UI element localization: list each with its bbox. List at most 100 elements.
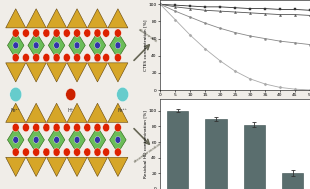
Polygon shape <box>67 103 87 122</box>
Circle shape <box>33 136 39 143</box>
Polygon shape <box>67 9 87 28</box>
Circle shape <box>13 136 19 143</box>
Circle shape <box>117 87 129 102</box>
Circle shape <box>43 123 50 132</box>
Circle shape <box>115 42 121 49</box>
Text: abatement: abatement <box>137 27 158 43</box>
Circle shape <box>84 29 91 37</box>
Circle shape <box>94 53 101 62</box>
Circle shape <box>33 148 40 156</box>
Polygon shape <box>67 157 87 177</box>
Polygon shape <box>87 103 108 122</box>
Polygon shape <box>28 32 44 59</box>
Bar <box>282 173 303 189</box>
Polygon shape <box>26 157 46 177</box>
Circle shape <box>74 136 80 143</box>
Polygon shape <box>6 103 26 122</box>
Text: decontamination: decontamination <box>133 142 162 164</box>
X-axis label: Time (h): Time (h) <box>224 99 246 104</box>
Circle shape <box>115 136 121 143</box>
Polygon shape <box>48 32 65 59</box>
Circle shape <box>114 123 121 132</box>
Circle shape <box>33 42 39 49</box>
Polygon shape <box>46 157 67 177</box>
Circle shape <box>12 53 19 62</box>
Polygon shape <box>26 9 46 28</box>
Circle shape <box>84 123 91 132</box>
Circle shape <box>10 87 22 102</box>
Circle shape <box>114 53 121 62</box>
Circle shape <box>12 148 19 156</box>
Polygon shape <box>6 157 26 177</box>
Circle shape <box>114 148 121 156</box>
Circle shape <box>63 29 70 37</box>
Circle shape <box>74 42 80 49</box>
Text: H⁺: H⁺ <box>68 108 74 113</box>
Text: Fe²⁺: Fe²⁺ <box>11 108 21 113</box>
Polygon shape <box>87 157 108 177</box>
Circle shape <box>103 123 109 132</box>
Circle shape <box>54 136 60 143</box>
Circle shape <box>54 42 60 49</box>
Polygon shape <box>28 127 44 153</box>
Polygon shape <box>7 127 24 153</box>
Circle shape <box>53 123 60 132</box>
Polygon shape <box>108 103 128 122</box>
Circle shape <box>23 29 29 37</box>
Circle shape <box>63 148 70 156</box>
Polygon shape <box>89 127 106 153</box>
Circle shape <box>73 123 81 132</box>
Circle shape <box>94 148 101 156</box>
Circle shape <box>103 29 109 37</box>
Y-axis label: Residual HD contamination [%]: Residual HD contamination [%] <box>143 110 147 178</box>
Circle shape <box>23 53 29 62</box>
Bar <box>167 111 188 189</box>
Circle shape <box>12 29 19 37</box>
Polygon shape <box>46 63 67 82</box>
Bar <box>244 125 265 189</box>
Circle shape <box>94 29 101 37</box>
Circle shape <box>23 148 29 156</box>
Polygon shape <box>110 127 126 153</box>
Circle shape <box>12 123 19 132</box>
Circle shape <box>94 123 101 132</box>
Circle shape <box>73 29 81 37</box>
Circle shape <box>103 53 109 62</box>
Polygon shape <box>110 32 126 59</box>
Y-axis label: CTES concentration [%]: CTES concentration [%] <box>143 19 147 71</box>
Circle shape <box>103 148 109 156</box>
Polygon shape <box>48 127 65 153</box>
Bar <box>206 119 227 189</box>
Polygon shape <box>26 63 46 82</box>
Polygon shape <box>108 157 128 177</box>
Circle shape <box>13 42 19 49</box>
Circle shape <box>53 29 60 37</box>
Circle shape <box>63 53 70 62</box>
Circle shape <box>43 29 50 37</box>
Circle shape <box>84 148 91 156</box>
Circle shape <box>95 42 100 49</box>
Polygon shape <box>46 9 67 28</box>
Circle shape <box>53 53 60 62</box>
Circle shape <box>73 148 81 156</box>
Circle shape <box>33 123 40 132</box>
Polygon shape <box>46 103 67 122</box>
Circle shape <box>95 136 100 143</box>
Circle shape <box>43 53 50 62</box>
Circle shape <box>33 29 40 37</box>
Circle shape <box>33 53 40 62</box>
Polygon shape <box>87 63 108 82</box>
Polygon shape <box>69 32 85 59</box>
Polygon shape <box>6 9 26 28</box>
Polygon shape <box>108 63 128 82</box>
Circle shape <box>23 123 29 132</box>
Polygon shape <box>26 103 46 122</box>
Polygon shape <box>67 63 87 82</box>
Circle shape <box>66 88 76 101</box>
Polygon shape <box>69 127 85 153</box>
Polygon shape <box>108 9 128 28</box>
Polygon shape <box>7 32 24 59</box>
Polygon shape <box>89 32 106 59</box>
Circle shape <box>43 148 50 156</box>
Circle shape <box>73 53 81 62</box>
